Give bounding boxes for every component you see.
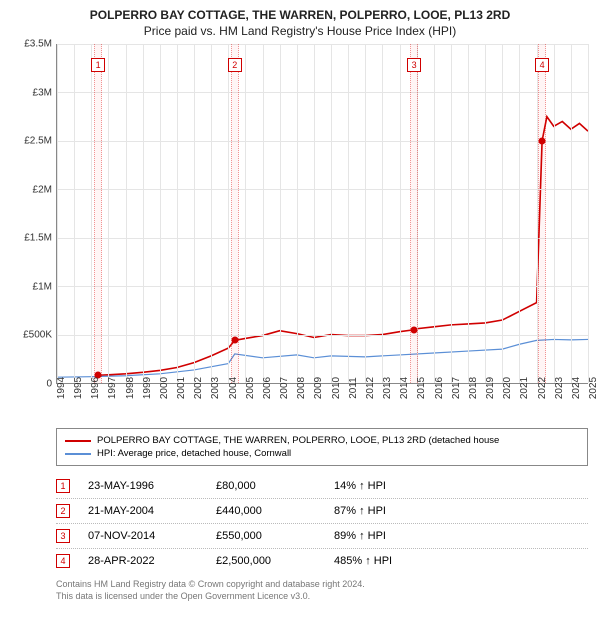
- plot-area: 1 2 3 4: [56, 44, 588, 384]
- y-tick-label: £3.5M: [24, 39, 52, 50]
- chart-area: 0£500K£1M£1.5M£2M£2.5M£3M£3.5M 1234: [12, 44, 588, 384]
- x-tick-label: 2010: [331, 377, 342, 399]
- x-tick-label: 2006: [262, 377, 273, 399]
- sale-row-hpi: 14% ↑ HPI: [334, 480, 588, 492]
- sale-marker: 4: [535, 58, 549, 72]
- x-tick-label: 2020: [502, 377, 513, 399]
- sale-row: 3 07-NOV-2014 £550,000 89% ↑ HPI: [56, 524, 588, 549]
- x-tick-label: 2018: [468, 377, 479, 399]
- sale-row-price: £440,000: [216, 505, 316, 517]
- y-tick-label: £2M: [33, 184, 52, 195]
- x-tick-label: 2015: [416, 377, 427, 399]
- x-tick-label: 2022: [537, 377, 548, 399]
- x-tick-label: 2012: [365, 377, 376, 399]
- y-tick-label: £1.5M: [24, 233, 52, 244]
- attribution: Contains HM Land Registry data © Crown c…: [56, 579, 588, 602]
- y-tick-label: £3M: [33, 87, 52, 98]
- sale-row-num: 4: [56, 554, 70, 568]
- x-tick-label: 2004: [228, 377, 239, 399]
- sale-marker: 2: [228, 58, 242, 72]
- sale-table: 1 23-MAY-1996 £80,000 14% ↑ HPI 2 21-MAY-2004…: [56, 474, 588, 573]
- series-line-property: [98, 117, 588, 376]
- legend-label: POLPERRO BAY COTTAGE, THE WARREN, POLPER…: [97, 435, 499, 446]
- x-tick-label: 2021: [519, 377, 530, 399]
- sale-row-date: 21-MAY-2004: [88, 505, 198, 517]
- sale-row: 2 21-MAY-2004 £440,000 87% ↑ HPI: [56, 499, 588, 524]
- x-axis: 1994199519961997199819992000200120022003…: [56, 384, 588, 420]
- sale-row-hpi: 87% ↑ HPI: [334, 505, 588, 517]
- legend: POLPERRO BAY COTTAGE, THE WARREN, POLPER…: [56, 428, 588, 466]
- x-tick-label: 2016: [434, 377, 445, 399]
- title-subtitle: Price paid vs. HM Land Registry's House …: [12, 24, 588, 38]
- x-tick-label: 2024: [571, 377, 582, 399]
- x-tick-label: 1998: [125, 377, 136, 399]
- x-tick-label: 2003: [210, 377, 221, 399]
- x-tick-label: 2011: [348, 377, 359, 399]
- x-tick-label: 2023: [554, 377, 565, 399]
- x-tick-label: 2002: [193, 377, 204, 399]
- sale-dot: [539, 137, 546, 144]
- legend-item-property: POLPERRO BAY COTTAGE, THE WARREN, POLPER…: [65, 435, 579, 446]
- attribution-line: Contains HM Land Registry data © Crown c…: [56, 579, 588, 591]
- legend-label: HPI: Average price, detached house, Corn…: [97, 448, 291, 459]
- sale-row: 4 28-APR-2022 £2,500,000 485% ↑ HPI: [56, 549, 588, 573]
- x-tick-label: 1997: [107, 377, 118, 399]
- sale-row-date: 23-MAY-1996: [88, 480, 198, 492]
- x-tick-label: 2013: [382, 377, 393, 399]
- sale-row-num: 3: [56, 529, 70, 543]
- sale-row-price: £550,000: [216, 530, 316, 542]
- sale-dot: [231, 337, 238, 344]
- sale-dot: [411, 326, 418, 333]
- x-tick-label: 2009: [313, 377, 324, 399]
- y-tick-label: £1M: [33, 281, 52, 292]
- y-tick-label: £500K: [23, 330, 52, 341]
- chart-container: POLPERRO BAY COTTAGE, THE WARREN, POLPER…: [0, 0, 600, 620]
- x-tick-label: 2000: [159, 377, 170, 399]
- legend-swatch: [65, 440, 91, 442]
- y-tick-label: 0: [46, 379, 52, 390]
- sale-row: 1 23-MAY-1996 £80,000 14% ↑ HPI: [56, 474, 588, 499]
- legend-item-hpi: HPI: Average price, detached house, Corn…: [65, 448, 579, 459]
- sale-band: [231, 44, 239, 383]
- sale-row-num: 1: [56, 479, 70, 493]
- x-tick-label: 2017: [451, 377, 462, 399]
- legend-swatch: [65, 453, 91, 455]
- x-tick-label: 1995: [73, 377, 84, 399]
- line-layer: [57, 44, 588, 383]
- title-block: POLPERRO BAY COTTAGE, THE WARREN, POLPER…: [12, 8, 588, 38]
- x-tick-label: 2005: [245, 377, 256, 399]
- sale-row-date: 07-NOV-2014: [88, 530, 198, 542]
- attribution-line: This data is licensed under the Open Gov…: [56, 591, 588, 603]
- sale-row-price: £80,000: [216, 480, 316, 492]
- sale-band: [538, 44, 546, 383]
- y-axis: 0£500K£1M£1.5M£2M£2.5M£3M£3.5M: [12, 44, 56, 384]
- x-tick-label: 1996: [90, 377, 101, 399]
- sale-row-hpi: 485% ↑ HPI: [334, 555, 588, 567]
- series-line-hpi: [57, 339, 588, 377]
- sale-row-hpi: 89% ↑ HPI: [334, 530, 588, 542]
- x-tick-label: 2014: [399, 377, 410, 399]
- sale-row-price: £2,500,000: [216, 555, 316, 567]
- x-tick-label: 2001: [176, 377, 187, 399]
- x-tick-label: 2008: [296, 377, 307, 399]
- title-address: POLPERRO BAY COTTAGE, THE WARREN, POLPER…: [12, 8, 588, 22]
- x-tick-label: 2025: [588, 377, 599, 399]
- sale-band: [94, 44, 102, 383]
- sale-row-date: 28-APR-2022: [88, 555, 198, 567]
- x-tick-label: 1999: [142, 377, 153, 399]
- sale-marker: 1: [91, 58, 105, 72]
- y-tick-label: £2.5M: [24, 136, 52, 147]
- x-tick-label: 1994: [56, 377, 67, 399]
- sale-row-num: 2: [56, 504, 70, 518]
- x-tick-label: 2019: [485, 377, 496, 399]
- sale-marker: 3: [407, 58, 421, 72]
- x-tick-label: 2007: [279, 377, 290, 399]
